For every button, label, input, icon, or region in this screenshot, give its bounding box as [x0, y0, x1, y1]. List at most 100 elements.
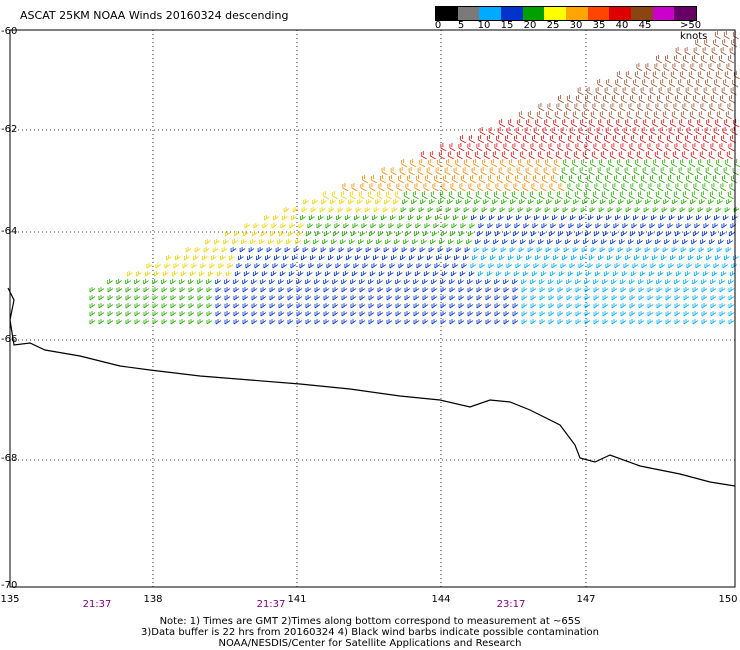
wind-barb	[675, 271, 682, 277]
wind-barb	[407, 263, 414, 269]
wind-barb	[648, 271, 655, 277]
wind-barb	[152, 311, 159, 317]
wind-barb	[343, 223, 350, 229]
wind-barb	[698, 111, 705, 120]
wind-barb	[692, 303, 699, 309]
wind-barb	[611, 231, 618, 237]
wind-barb	[540, 271, 547, 277]
wind-barb	[485, 311, 492, 317]
wind-barb	[640, 223, 647, 229]
wind-barb	[470, 263, 477, 269]
wind-barb	[582, 199, 588, 205]
wind-barb	[729, 271, 736, 277]
wind-barb	[714, 31, 721, 40]
wind-barb	[602, 319, 609, 325]
wind-barb	[531, 271, 538, 277]
wind-barb	[458, 143, 465, 152]
wind-barb	[730, 87, 737, 96]
wind-barb	[683, 55, 689, 64]
wind-barb	[589, 119, 596, 128]
wind-barb	[697, 255, 703, 261]
wind-barb	[323, 311, 330, 317]
wind-barb	[516, 215, 522, 221]
wind-barb	[292, 207, 299, 213]
wind-barb	[650, 175, 656, 184]
wind-barb	[630, 183, 637, 192]
wind-barb	[359, 279, 365, 285]
wind-barb	[513, 183, 520, 192]
wind-barb	[486, 183, 493, 192]
wind-barb	[557, 287, 564, 293]
wind-barb	[456, 199, 462, 205]
wind-barb	[496, 135, 502, 144]
wind-barb	[125, 311, 132, 317]
wind-barb	[634, 207, 641, 213]
wind-barb	[685, 223, 692, 229]
wind-barb	[465, 151, 472, 160]
wind-barb	[683, 287, 690, 293]
wind-barb	[418, 207, 425, 213]
wind-barb	[440, 279, 446, 285]
wind-barb	[720, 271, 727, 277]
wind-barb	[519, 151, 526, 160]
wind-barb	[629, 295, 636, 301]
wind-barb	[107, 279, 113, 285]
wind-barb	[460, 223, 467, 229]
wind-barb	[638, 143, 645, 152]
wind-barb	[527, 247, 534, 253]
wind-barb	[376, 239, 382, 245]
legend-label: >50 knots	[680, 20, 708, 42]
wind-barb	[645, 63, 652, 72]
wind-barb	[539, 295, 546, 301]
wind-barb	[368, 295, 375, 301]
wind-barb	[373, 207, 380, 213]
wind-barb	[679, 207, 686, 213]
wind-barb	[274, 255, 280, 261]
wind-barb	[429, 199, 435, 205]
wind-barb	[581, 247, 588, 253]
wind-barb	[125, 279, 131, 285]
wind-barb	[447, 151, 454, 160]
wind-barb	[152, 303, 159, 309]
wind-barb	[125, 287, 132, 293]
wind-barb	[365, 247, 372, 253]
wind-barb	[557, 279, 563, 285]
wind-barb	[655, 239, 661, 245]
wind-barb	[390, 167, 397, 176]
wind-barb	[458, 287, 465, 293]
wind-barb	[317, 263, 324, 269]
legend-label: 15	[500, 20, 514, 31]
wind-barb	[617, 111, 624, 120]
wind-barb	[511, 239, 517, 245]
wind-barb	[498, 167, 505, 176]
wind-barb	[723, 167, 730, 176]
wind-barb	[98, 295, 105, 301]
wind-barb	[710, 231, 717, 237]
wind-barb	[571, 207, 578, 213]
legend-swatch	[544, 7, 567, 20]
wind-barb	[398, 263, 405, 269]
wind-barb	[288, 271, 295, 277]
wind-barb	[407, 175, 413, 184]
wind-barb	[682, 103, 689, 112]
wind-barb	[197, 319, 204, 325]
wind-barb	[395, 311, 402, 317]
wind-barb	[395, 295, 402, 301]
wind-barb	[260, 295, 267, 301]
wind-barb	[444, 167, 451, 176]
wind-barb	[323, 319, 330, 325]
wind-barb	[695, 175, 701, 184]
wind-barb	[404, 303, 411, 309]
wind-barb	[664, 239, 670, 245]
wind-barb	[350, 295, 357, 301]
wind-barb	[647, 143, 654, 152]
wind-barb	[613, 223, 620, 229]
wind-barb	[477, 183, 484, 192]
wind-barb	[512, 303, 519, 309]
wind-barb	[656, 279, 662, 285]
wind-barb	[585, 183, 592, 192]
wind-barb	[563, 111, 570, 120]
wind-barb	[161, 319, 168, 325]
wind-barb	[413, 319, 420, 325]
wind-barb	[693, 95, 699, 104]
